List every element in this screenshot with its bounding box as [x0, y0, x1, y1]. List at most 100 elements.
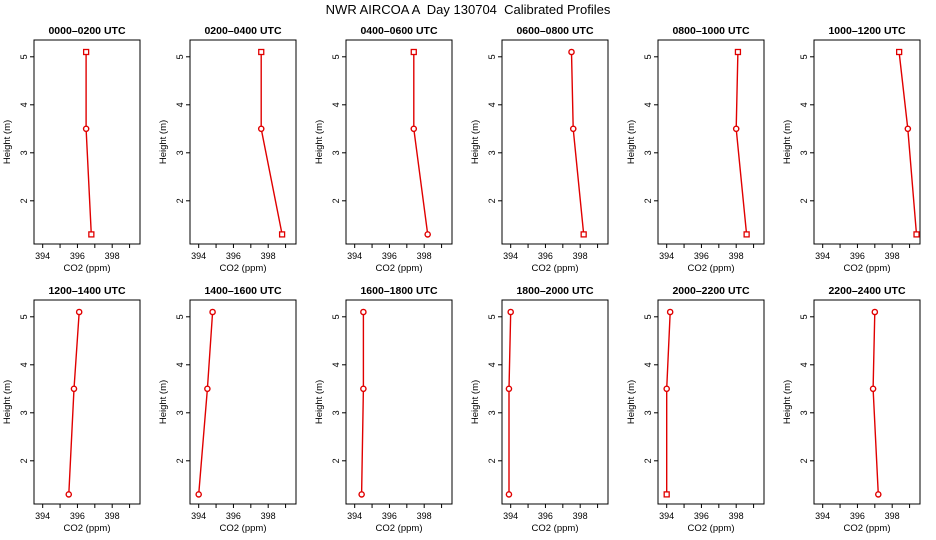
- y-tick-label: 5: [799, 54, 809, 59]
- x-tick-label: 398: [885, 511, 900, 521]
- y-tick-label: 5: [643, 314, 653, 319]
- x-tick-label: 396: [70, 511, 85, 521]
- data-point: [195, 491, 202, 498]
- x-tick-label: 394: [503, 251, 518, 261]
- y-tick-label: 5: [175, 314, 185, 319]
- data-point: [358, 491, 365, 498]
- profile-line: [898, 51, 918, 235]
- profile-panel: 2200–2400 UTC 394 396 398 2 3 4 5 CO2 (ppm) Heigh…: [782, 285, 921, 534]
- data-point: [569, 125, 577, 133]
- y-tick-label: 4: [643, 362, 653, 367]
- x-axis-label: CO2 (ppm): [220, 523, 267, 534]
- data-point: [874, 491, 882, 498]
- data-point: [580, 231, 587, 238]
- y-axis-label: Height (m): [782, 380, 793, 424]
- x-tick-label: 396: [70, 251, 85, 261]
- profile-panel: 1800–2000 UTC 394 396 398 2 3 4 5 CO2 (ppm) Heigh…: [470, 285, 609, 534]
- data-point: [663, 385, 670, 393]
- x-tick-label: 394: [347, 251, 362, 261]
- y-axis-label: Height (m): [314, 120, 325, 164]
- plot-frame: [657, 39, 765, 245]
- profile-panel: 1200–1400 UTC 394 396 398 2 3 4 5 CO2 (ppm) Heigh…: [2, 285, 141, 534]
- profile-line: [260, 52, 283, 235]
- x-axis-label: CO2 (ppm): [844, 523, 891, 534]
- x-tick-label: 398: [105, 251, 120, 261]
- y-tick-label: 2: [19, 458, 29, 463]
- profile-panel: 1000–1200 UTC 394 396 398 2 3 4 5 CO2 (ppm) Heigh…: [782, 25, 921, 274]
- profile-line: [735, 51, 748, 235]
- x-tick-label: 396: [694, 251, 709, 261]
- profile-line: [198, 311, 214, 495]
- panel-title: 1000–1200 UTC: [828, 25, 905, 37]
- data-point: [65, 491, 73, 498]
- panel-title: 1400–1600 UTC: [204, 285, 281, 297]
- panel-title: 2200–2400 UTC: [828, 285, 905, 297]
- panel-title: 1600–1800 UTC: [360, 285, 437, 297]
- x-axis-label: CO2 (ppm): [688, 263, 735, 274]
- data-point: [869, 385, 877, 393]
- y-tick-label: 2: [487, 198, 497, 203]
- x-tick-label: 398: [417, 511, 432, 521]
- y-axis-label: Height (m): [158, 120, 169, 164]
- y-tick-label: 5: [487, 54, 497, 59]
- data-point: [505, 491, 513, 498]
- data-point: [257, 125, 265, 133]
- profile-line: [68, 311, 80, 495]
- x-tick-label: 396: [382, 251, 397, 261]
- data-point: [360, 385, 367, 393]
- data-point: [666, 308, 674, 316]
- y-tick-label: 5: [19, 54, 29, 59]
- x-tick-label: 394: [35, 251, 50, 261]
- y-tick-label: 3: [331, 150, 341, 155]
- y-tick-label: 4: [799, 102, 809, 107]
- panel-title: 1200–1400 UTC: [48, 285, 125, 297]
- profile-panel: 0800–1000 UTC 394 396 398 2 3 4 5 CO2 (ppm) Heigh…: [626, 25, 765, 274]
- data-point: [871, 308, 879, 316]
- x-tick-label: 396: [694, 511, 709, 521]
- data-point: [75, 308, 83, 316]
- x-tick-label: 394: [815, 251, 830, 261]
- data-point: [424, 231, 431, 238]
- plot-frame: [189, 39, 297, 245]
- y-tick-label: 2: [331, 458, 341, 463]
- x-axis-label: CO2 (ppm): [532, 263, 579, 274]
- x-tick-label: 398: [261, 511, 276, 521]
- y-tick-label: 5: [487, 314, 497, 319]
- x-axis-label: CO2 (ppm): [220, 263, 267, 274]
- data-point: [82, 48, 90, 56]
- y-tick-label: 5: [19, 314, 29, 319]
- x-tick-label: 396: [538, 251, 553, 261]
- y-tick-label: 3: [331, 410, 341, 415]
- x-tick-label: 394: [659, 511, 674, 521]
- y-tick-label: 4: [175, 102, 185, 107]
- data-point: [204, 385, 211, 393]
- y-tick-label: 2: [175, 458, 185, 463]
- panel-title: 0400–0600 UTC: [360, 25, 437, 37]
- x-tick-label: 396: [850, 511, 865, 521]
- y-axis-label: Height (m): [2, 120, 13, 164]
- x-tick-label: 398: [729, 251, 744, 261]
- y-tick-label: 5: [799, 314, 809, 319]
- y-tick-label: 3: [643, 150, 653, 155]
- x-axis-label: CO2 (ppm): [688, 523, 735, 534]
- data-point: [360, 308, 367, 316]
- profile-panel: 0400–0600 UTC 394 396 398 2 3 4 5 CO2 (ppm) Heigh…: [314, 25, 453, 274]
- profile-line: [413, 52, 429, 235]
- plot-frame: [189, 299, 297, 505]
- data-point: [410, 48, 417, 56]
- plot-frame: [501, 39, 609, 245]
- y-tick-label: 3: [487, 150, 497, 155]
- x-tick-label: 394: [35, 511, 50, 521]
- x-tick-label: 396: [226, 251, 241, 261]
- profile-line: [570, 51, 585, 235]
- y-tick-label: 4: [19, 362, 29, 367]
- y-axis-label: Height (m): [470, 380, 481, 424]
- y-tick-label: 3: [175, 150, 185, 155]
- y-tick-label: 4: [331, 362, 341, 367]
- plot-frame: [345, 39, 453, 245]
- data-point: [663, 491, 670, 498]
- panel-title: 0600–0800 UTC: [516, 25, 593, 37]
- data-point: [70, 385, 78, 393]
- y-tick-label: 2: [799, 458, 809, 463]
- x-tick-label: 394: [347, 511, 362, 521]
